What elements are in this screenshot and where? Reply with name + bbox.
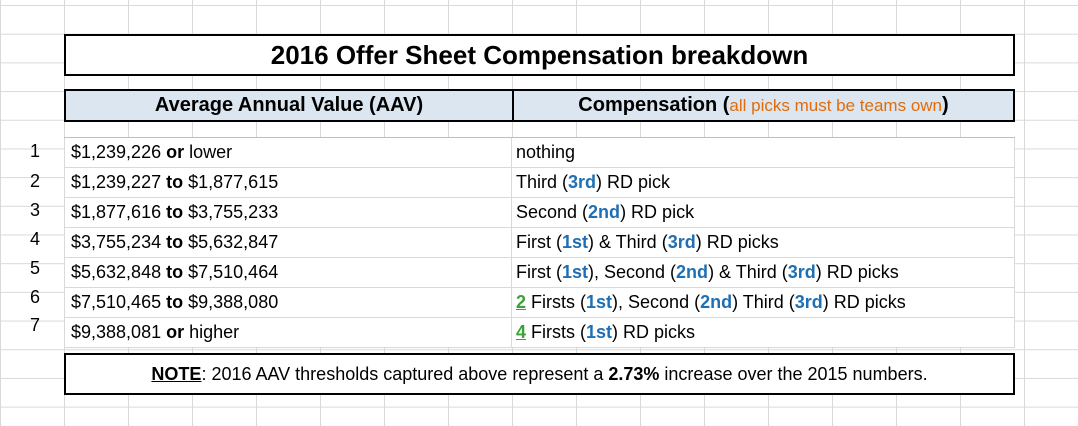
aav-separator: to	[166, 262, 184, 282]
comp-text: ), Second (	[612, 292, 701, 312]
compensation-table: $1,239,226 or lower nothing $1,239,227 t…	[64, 137, 1015, 348]
comp-text: ) RD picks	[822, 292, 906, 312]
aav-high: $1,877,615	[188, 172, 279, 192]
comp-text: Firsts (	[526, 292, 587, 312]
comp-cell: First (1st) & Third (3rd) RD picks	[512, 228, 1015, 257]
pick-round: 1st	[561, 262, 588, 282]
table-header: Average Annual Value (AAV) Compensation …	[64, 89, 1015, 122]
comp-cell: 4 Firsts (1st) RD picks	[512, 318, 1015, 347]
header-aav-label: Average Annual Value (AAV)	[154, 94, 424, 116]
comp-text: Second (	[516, 202, 589, 222]
table-row: $9,388,081 or higher 4 Firsts (1st) RD p…	[64, 318, 1015, 348]
pick-round: 2nd	[676, 262, 709, 282]
comp-text: ), Second (	[588, 262, 677, 282]
pick-count: 4	[516, 322, 527, 342]
aav-cell: $1,877,616 to $3,755,233	[64, 198, 512, 227]
note-percent: 2.73%	[608, 363, 660, 384]
comp-text: ) Third (	[732, 292, 795, 312]
comp-text: First (	[516, 262, 562, 282]
comp-text: ) RD picks	[695, 232, 779, 252]
table-row: $5,632,848 to $7,510,464 First (1st), Se…	[64, 258, 1015, 288]
aav-low: $1,239,226	[71, 142, 162, 162]
aav-low: $1,239,227	[71, 172, 162, 192]
row-number: 4	[29, 229, 40, 249]
comp-text: ) RD pick	[596, 172, 671, 192]
aav-high: lower	[189, 142, 233, 162]
aav-high: $5,632,847	[188, 232, 279, 252]
comp-cell: nothing	[512, 138, 1015, 167]
pick-round: 1st	[586, 322, 613, 342]
aav-separator: to	[166, 202, 184, 222]
row-number: 1	[29, 141, 40, 161]
header-compensation: Compensation (all picks must be teams ow…	[578, 94, 949, 116]
aav-low: $5,632,848	[71, 262, 162, 282]
pick-round: 1st	[561, 232, 588, 252]
pick-round: 1st	[586, 292, 613, 312]
pick-round: 3rd	[568, 172, 597, 192]
aav-cell: $1,239,226 or lower	[64, 138, 512, 167]
comp-cell: First (1st), Second (2nd) & Third (3rd) …	[512, 258, 1015, 287]
comp-text: ) & Third (	[708, 262, 788, 282]
aav-low: $9,388,081	[71, 322, 162, 342]
aav-low: $3,755,234	[71, 232, 162, 252]
sheet-title-text: 2016 Offer Sheet Compensation breakdown	[270, 39, 809, 70]
aav-cell: $5,632,848 to $7,510,464	[64, 258, 512, 287]
pick-round: 2nd	[700, 292, 733, 312]
header-comp-label: Compensation	[578, 94, 718, 116]
header-comp-note: all picks must be teams own	[729, 95, 943, 115]
pick-count: 2	[516, 292, 527, 312]
comp-cell: 2 Firsts (1st), Second (2nd) Third (3rd)…	[512, 288, 1015, 317]
comp-cell: Third (3rd) RD pick	[512, 168, 1015, 197]
note-text: increase over the 2015 numbers.	[659, 363, 928, 384]
note-box: NOTE: 2016 AAV thresholds captured above…	[64, 353, 1015, 395]
row-number: 3	[29, 200, 40, 220]
comp-text: Firsts (	[526, 322, 587, 342]
aav-high: $3,755,233	[188, 202, 279, 222]
aav-separator: to	[166, 232, 184, 252]
comp-cell: Second (2nd) RD pick	[512, 198, 1015, 227]
table-row: $1,877,616 to $3,755,233 Second (2nd) RD…	[64, 198, 1015, 228]
row-number: 5	[29, 258, 40, 278]
row-number: 2	[29, 171, 40, 191]
table-row: $1,239,227 to $1,877,615 Third (3rd) RD …	[64, 168, 1015, 198]
aav-low: $7,510,465	[71, 292, 162, 312]
aav-cell: $9,388,081 or higher	[64, 318, 512, 347]
pick-round: 3rd	[667, 232, 696, 252]
aav-high: higher	[189, 322, 240, 342]
note-label: NOTE	[151, 363, 202, 384]
aav-separator: or	[166, 322, 185, 342]
comp-text: Third (	[516, 172, 569, 192]
note-text: : 2016 AAV thresholds captured above rep…	[201, 363, 609, 384]
header-aav: Average Annual Value (AAV)	[66, 91, 514, 120]
aav-cell: $7,510,465 to $9,388,080	[64, 288, 512, 317]
aav-low: $1,877,616	[71, 202, 162, 222]
table-row: $7,510,465 to $9,388,080 2 Firsts (1st),…	[64, 288, 1015, 318]
table-row: $3,755,234 to $5,632,847 First (1st) & T…	[64, 228, 1015, 258]
pick-round: 3rd	[787, 262, 816, 282]
comp-text: First (	[516, 232, 562, 252]
pick-round: 3rd	[794, 292, 823, 312]
aav-high: $7,510,464	[188, 262, 279, 282]
aav-high: $9,388,080	[188, 292, 279, 312]
comp-text: ) & Third (	[588, 232, 668, 252]
aav-separator: to	[166, 172, 184, 192]
table-row: $1,239,226 or lower nothing	[64, 138, 1015, 168]
sheet-title: 2016 Offer Sheet Compensation breakdown	[64, 34, 1015, 76]
aav-cell: $1,239,227 to $1,877,615	[64, 168, 512, 197]
comp-text: ) RD picks	[612, 322, 696, 342]
aav-cell: $3,755,234 to $5,632,847	[64, 228, 512, 257]
comp-text: ) RD pick	[620, 202, 695, 222]
comp-text: nothing	[516, 142, 576, 162]
pick-round: 2nd	[588, 202, 621, 222]
aav-separator: or	[166, 142, 185, 162]
comp-text: ) RD picks	[815, 262, 899, 282]
row-number: 7	[29, 315, 40, 335]
row-number: 6	[29, 287, 40, 307]
aav-separator: to	[166, 292, 184, 312]
